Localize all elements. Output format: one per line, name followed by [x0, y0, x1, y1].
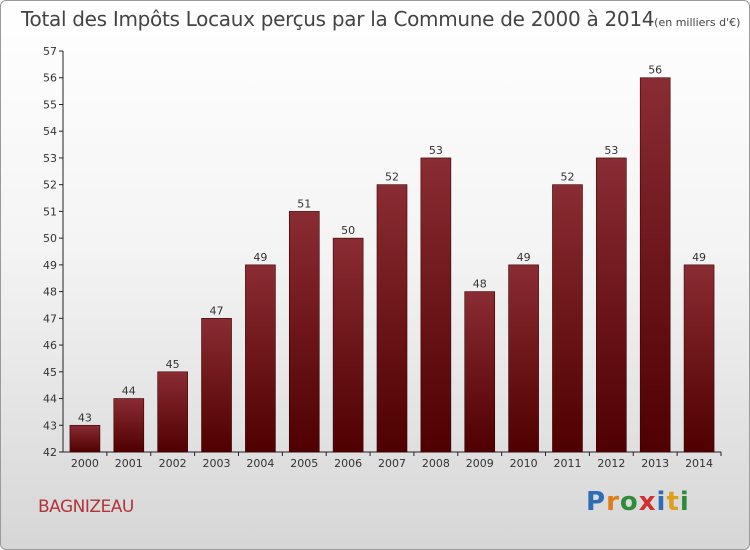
bar-2013[interactable] — [639, 77, 671, 453]
bar-2014[interactable] — [683, 264, 715, 453]
logo-letter: i — [656, 487, 667, 517]
y-tick-label: 48 — [43, 286, 57, 299]
x-tick-label-2011: 2011 — [553, 457, 581, 470]
bar-2010[interactable] — [508, 264, 539, 453]
y-tick-label: 44 — [43, 393, 57, 406]
data-label-2004: 49 — [253, 251, 267, 264]
x-tick-label-2008: 2008 — [422, 457, 450, 470]
data-label-2009: 48 — [473, 278, 487, 291]
data-label-2010: 49 — [517, 251, 531, 264]
bar-2002[interactable] — [157, 371, 188, 453]
data-label-2001: 44 — [122, 385, 136, 398]
logo-letter: t — [666, 487, 680, 517]
y-tick-label: 53 — [43, 152, 57, 165]
commune-name: BAGNIZEAU — [38, 497, 134, 517]
y-tick-label: 47 — [43, 312, 57, 325]
x-tick-label-2002: 2002 — [159, 457, 187, 470]
data-label-2014: 49 — [692, 251, 706, 264]
bar-2005[interactable] — [288, 211, 320, 453]
bar-2011[interactable] — [552, 184, 583, 453]
x-tick-label-2012: 2012 — [597, 457, 625, 470]
data-label-2011: 52 — [560, 171, 574, 184]
y-tick-label: 49 — [43, 259, 57, 272]
logo-letter: P — [586, 487, 607, 517]
chart-title-unit: (en milliers d'€) — [654, 16, 741, 29]
data-label-2005: 51 — [297, 197, 311, 210]
data-label-2008: 53 — [429, 144, 443, 157]
data-label-2007: 52 — [385, 171, 399, 184]
y-tick-label: 43 — [43, 419, 57, 432]
x-tick-label-2006: 2006 — [334, 457, 362, 470]
y-tick-label: 42 — [43, 446, 57, 459]
y-tick-label: 52 — [43, 179, 57, 192]
bar-2009[interactable] — [464, 291, 496, 453]
x-tick-label-2004: 2004 — [246, 457, 274, 470]
y-tick-label: 51 — [43, 205, 57, 218]
data-label-2003: 47 — [210, 304, 224, 317]
data-label-2002: 45 — [166, 358, 180, 371]
bar-2004[interactable] — [245, 264, 276, 453]
y-tick-label: 46 — [43, 339, 57, 352]
y-tick-label: 50 — [43, 232, 57, 245]
bar-2000[interactable] — [69, 424, 101, 453]
y-tick-label: 54 — [43, 125, 57, 138]
x-tick-label-2013: 2013 — [641, 457, 669, 470]
y-tick-label: 45 — [43, 366, 57, 379]
logo-letter: x — [638, 487, 657, 517]
x-tick-label-2003: 2003 — [203, 457, 231, 470]
bar-2012[interactable] — [596, 157, 627, 453]
x-tick-label-2007: 2007 — [378, 457, 406, 470]
y-tick-label: 57 — [43, 45, 57, 58]
bar-2008[interactable] — [420, 157, 452, 453]
x-tick-label-2000: 2000 — [71, 457, 99, 470]
bar-2001[interactable] — [113, 398, 145, 453]
data-label-2012: 53 — [604, 144, 618, 157]
bar-2007[interactable] — [376, 184, 408, 453]
data-label-2000: 43 — [78, 411, 92, 424]
bar-2006[interactable] — [332, 237, 364, 453]
y-tick-label: 56 — [43, 72, 57, 85]
x-tick-label-2010: 2010 — [510, 457, 538, 470]
logo-letter: r — [606, 487, 620, 517]
data-label-2006: 50 — [341, 224, 355, 237]
x-tick-label-2005: 2005 — [290, 457, 318, 470]
x-tick-label-2001: 2001 — [115, 457, 143, 470]
data-label-2013: 56 — [648, 64, 662, 77]
chart-title-text: Total des Impôts Locaux perçus par la Co… — [21, 7, 655, 31]
y-tick-label: 55 — [43, 98, 57, 111]
chart-title: Total des Impôts Locaux perçus par la Co… — [21, 7, 740, 31]
bar-2003[interactable] — [201, 318, 232, 453]
logo-letter: i — [679, 487, 690, 517]
logo-letter: o — [619, 487, 639, 517]
proxiti-logo[interactable]: Proxiti — [586, 487, 690, 517]
x-tick-label-2014: 2014 — [685, 457, 713, 470]
x-tick-label-2009: 2009 — [466, 457, 494, 470]
